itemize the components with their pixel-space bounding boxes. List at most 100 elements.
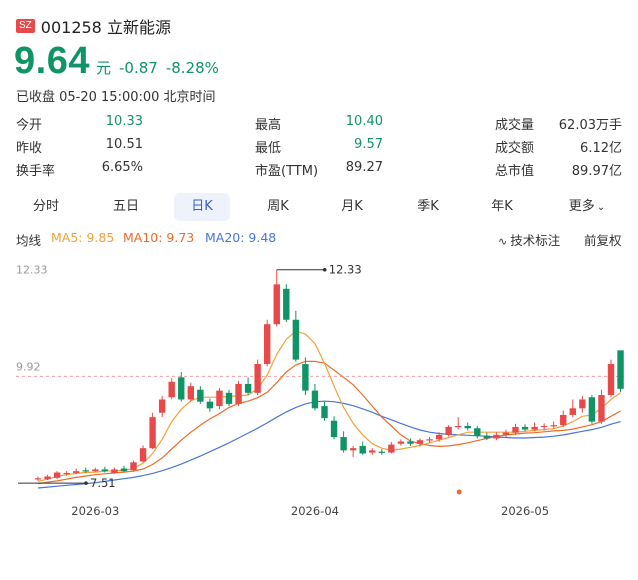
candle-body: [273, 284, 280, 325]
mktcap-value: 89.97亿: [571, 164, 622, 179]
prev-close-label: 昨收: [16, 141, 43, 156]
ma-label: 均线: [16, 233, 42, 248]
ma20-line: [37, 400, 621, 489]
candle-body: [139, 448, 147, 462]
price-unit: 元: [95, 59, 111, 77]
candle-body: [359, 445, 366, 454]
candle-body: [349, 448, 357, 451]
tab-daily-k[interactable]: 日K: [174, 193, 230, 221]
candle-body: [82, 470, 89, 472]
candle-body: [168, 381, 175, 398]
candle-body: [34, 478, 42, 480]
mktcap-label: 总市值: [495, 164, 535, 179]
tab-intraday[interactable]: 分时: [32, 199, 59, 214]
candle-body: [206, 401, 214, 409]
x-axis-label: 2026-03: [71, 504, 119, 518]
open-value: 10.33: [105, 114, 143, 129]
candle-body: [483, 435, 491, 439]
ma5-value: MA5: 9.85: [51, 230, 115, 245]
candle-body: [111, 469, 118, 473]
ma20-value: MA20: 9.48: [205, 230, 277, 245]
candle-body: [445, 426, 452, 435]
candle-body: [254, 364, 261, 393]
low-label: 最低: [255, 141, 282, 156]
adjust-mode-button[interactable]: 前复权: [584, 233, 622, 248]
candle-body: [225, 392, 233, 404]
candle-body: [44, 476, 51, 480]
candle-body: [216, 390, 223, 407]
candle-body: [235, 383, 242, 404]
candle-body: [149, 417, 156, 449]
x-axis-label: 2026-05: [501, 504, 549, 518]
high-value: 10.40: [345, 114, 383, 129]
tab-weekly-k[interactable]: 周K: [267, 199, 289, 214]
stock-code-name: 001258 立新能源: [40, 18, 171, 37]
candle-body: [73, 471, 80, 473]
candle-body: [512, 426, 519, 433]
candle-body: [378, 451, 385, 453]
min-marker-dot: [84, 481, 88, 485]
turnover-value: 6.65%: [101, 160, 143, 175]
candle-body: [244, 383, 252, 393]
tab-monthly-k[interactable]: 月K: [341, 199, 363, 214]
candle-body: [464, 426, 471, 429]
market-status: 已收盘 05-20 15:00:00 北京时间: [16, 90, 216, 105]
tech-annotation-label: 技术标注: [510, 233, 561, 248]
price-change-pct: -8.28%: [165, 59, 219, 77]
y-tick-label: 9.92: [16, 360, 41, 373]
candle-body: [579, 399, 586, 409]
high-label: 最高: [255, 118, 282, 133]
amount-value: 6.12亿: [580, 141, 622, 156]
candle-body: [474, 428, 481, 436]
candle-body: [502, 432, 510, 435]
candle-body: [330, 420, 338, 438]
candle-body: [264, 324, 271, 365]
current-price: 9.64: [14, 40, 90, 82]
price-row: 9.64 元 -0.87 -8.28%: [14, 40, 219, 83]
event-marker-dot: [456, 489, 462, 495]
y-tick-label: 12.33: [16, 264, 48, 277]
candle-body: [187, 386, 194, 400]
candle-body: [120, 468, 128, 472]
candle-body: [531, 426, 538, 430]
candle-body: [560, 414, 567, 426]
pe-value: 89.27: [345, 160, 383, 175]
volume-value: 62.03万手: [558, 118, 622, 133]
candle-body: [550, 425, 557, 427]
tab-more[interactable]: 更多 ⌄: [554, 193, 620, 221]
candle-body: [426, 439, 433, 441]
candle-body: [435, 434, 443, 440]
min-price-label: 7.51: [90, 476, 116, 490]
candle-body: [63, 472, 70, 475]
candle-body: [397, 441, 405, 444]
market-badge: SZ: [16, 19, 35, 33]
price-change: -0.87: [118, 59, 158, 77]
ma10-line: [37, 360, 621, 485]
candle-body: [598, 395, 605, 422]
period-tabs: 分时 五日 日K 周K 月K 季K 年K 更多 ⌄: [14, 193, 626, 221]
tab-yearly-k[interactable]: 年K: [491, 199, 513, 214]
candle-body: [369, 450, 376, 453]
tab-five-day[interactable]: 五日: [112, 199, 139, 214]
candle-body: [493, 434, 500, 439]
candle-body: [617, 350, 624, 389]
x-axis-label: 2026-04: [291, 504, 339, 518]
candle-body: [607, 364, 615, 396]
candle-body: [455, 426, 462, 428]
tab-quarterly-k[interactable]: 季K: [417, 199, 439, 214]
candle-body: [283, 288, 290, 320]
amount-label: 成交额: [495, 141, 535, 156]
tech-annotation-toggle[interactable]: ∿ 技术标注: [498, 230, 560, 249]
candle-body: [569, 408, 576, 415]
prev-close-value: 10.51: [105, 137, 143, 152]
kline-chart[interactable]: 12.33 9.92 12.33 7.51 2026-03 2026-04 2026-05: [0, 250, 638, 550]
ma10-value: MA10: 9.73: [123, 230, 195, 245]
candle-body: [197, 389, 204, 402]
max-marker-dot: [322, 267, 327, 272]
candle-body: [101, 469, 109, 472]
candle-body: [311, 390, 319, 409]
tab-more-label: 更多: [568, 199, 595, 214]
candle-body: [292, 319, 300, 360]
candle-body: [321, 406, 328, 419]
candle-body: [302, 364, 309, 391]
